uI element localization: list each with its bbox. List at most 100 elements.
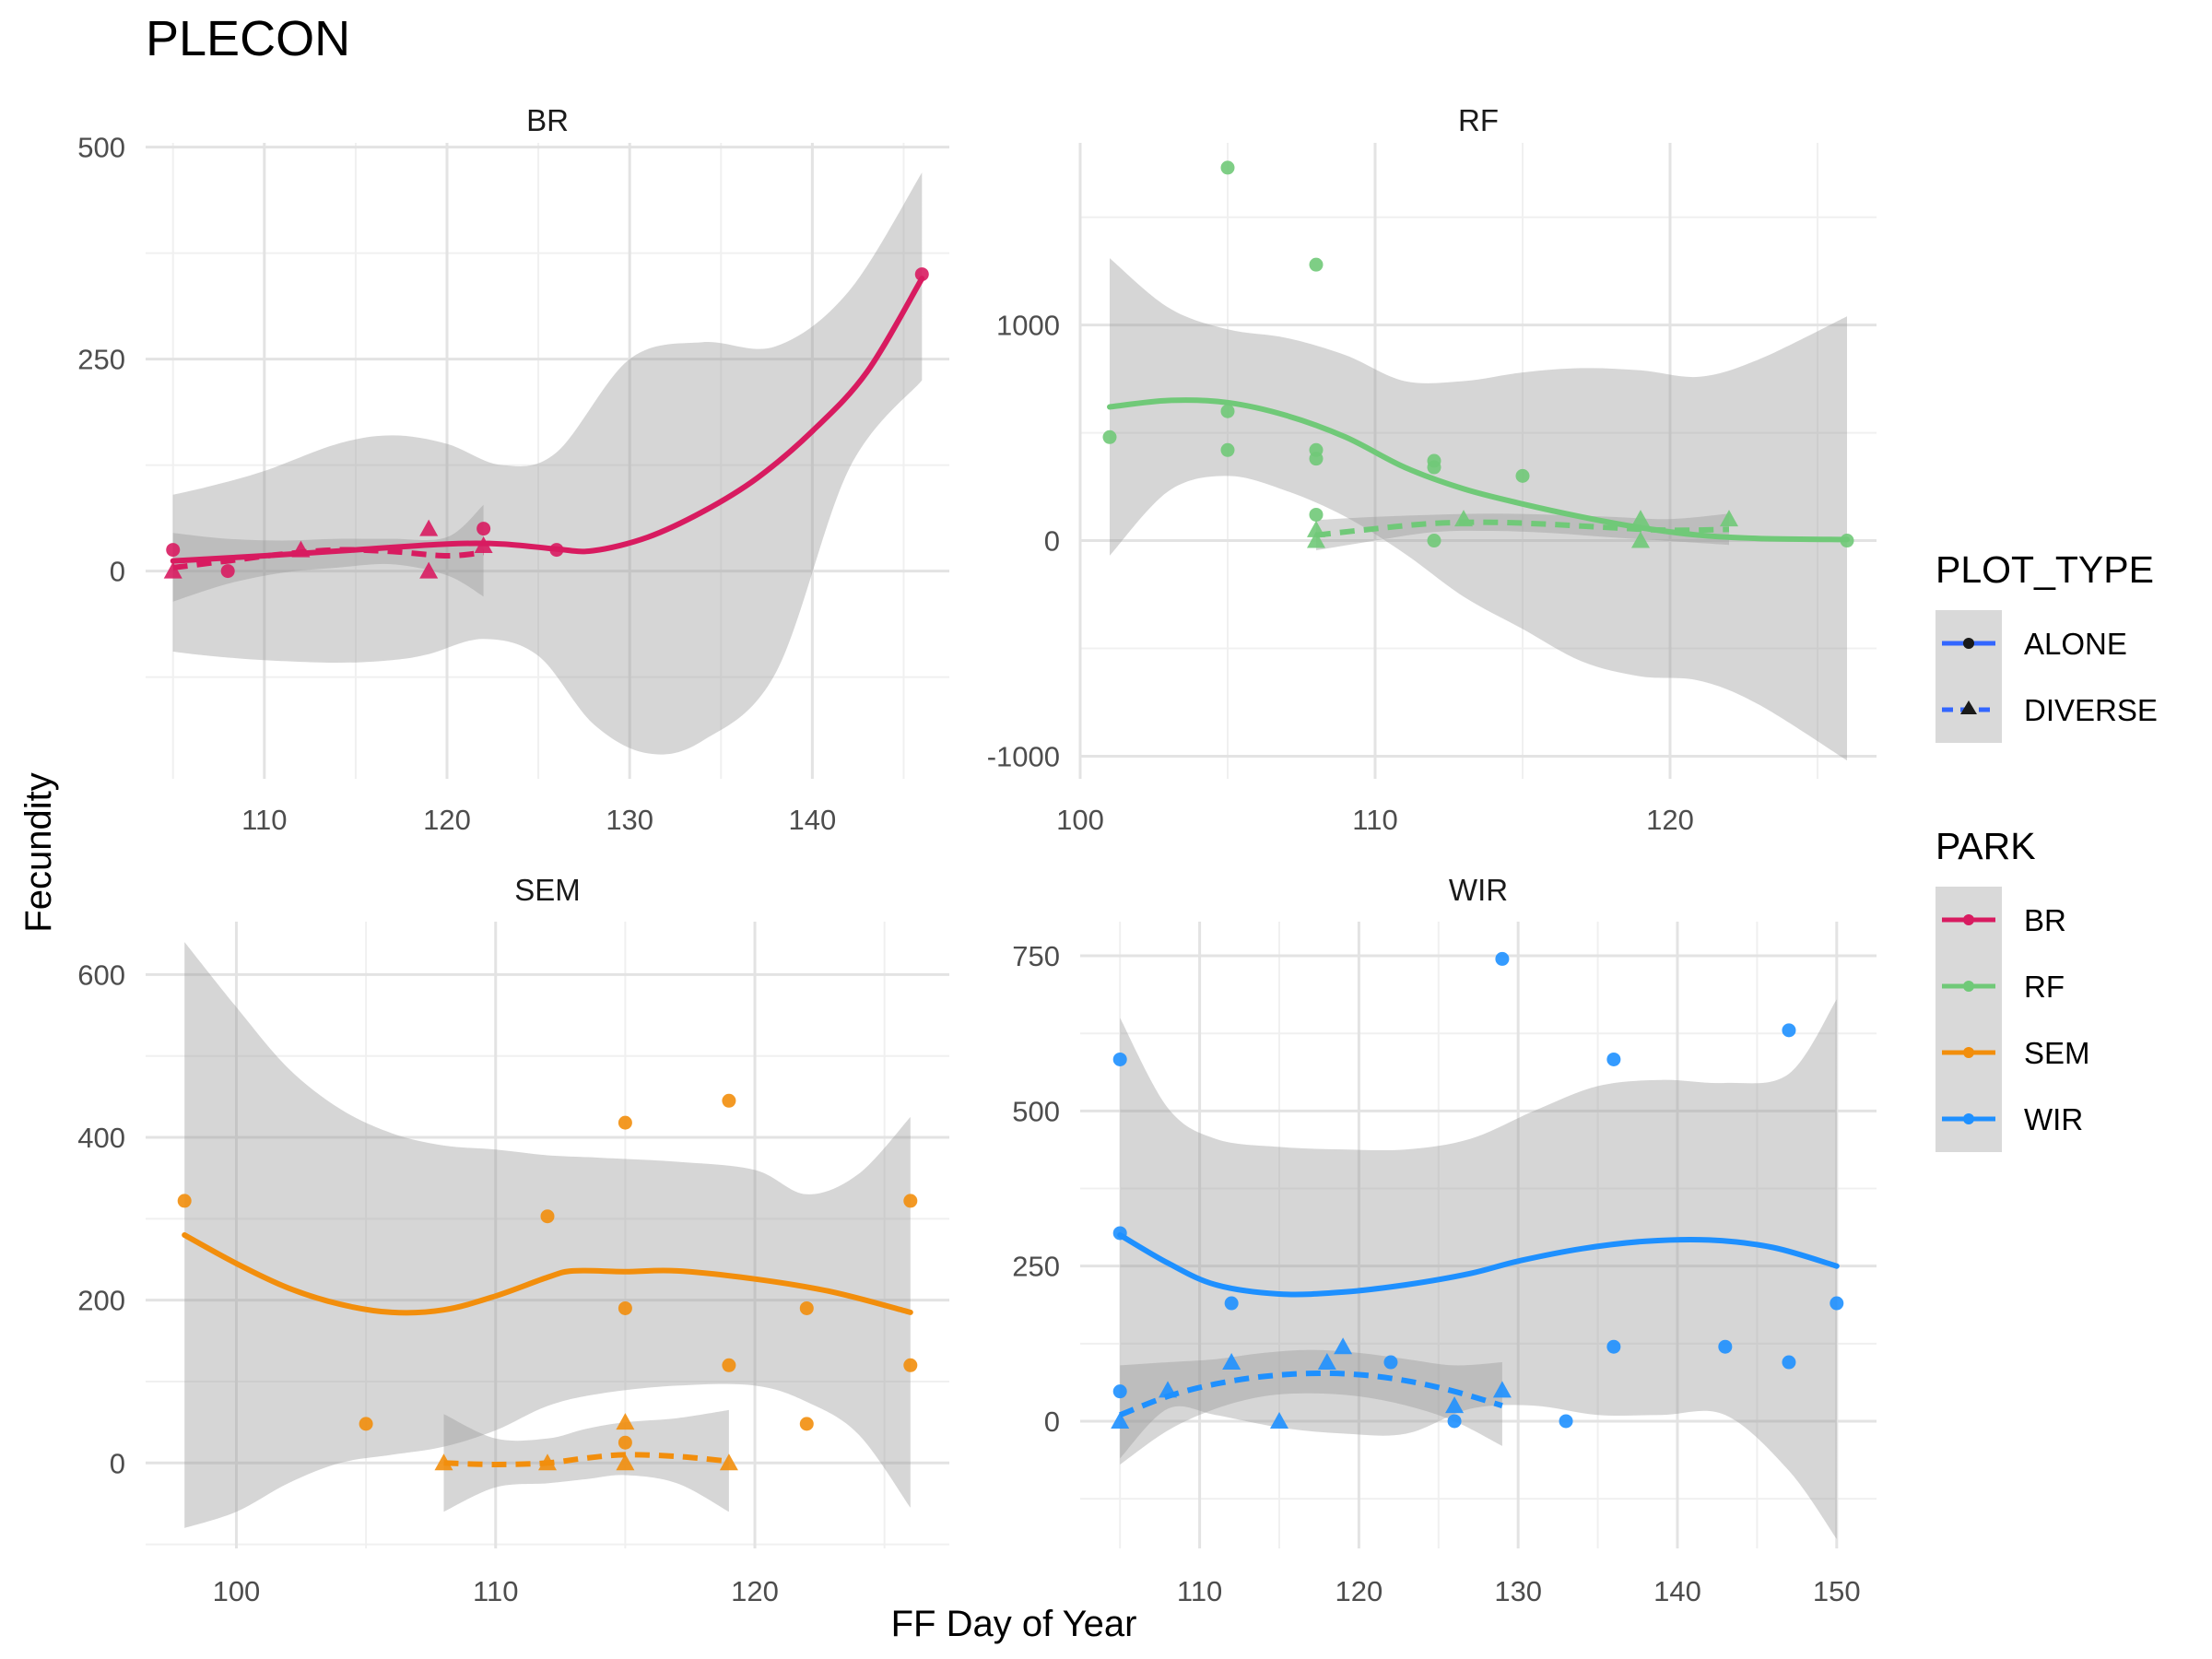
x-tick-label: 120 — [423, 804, 471, 836]
legend-plot-type: PLOT_TYPE ALONE DIVERSE — [1936, 548, 2158, 743]
diverse-data-point — [616, 1453, 635, 1471]
alone-data-point — [1220, 404, 1235, 418]
x-tick-label: 100 — [1056, 804, 1104, 836]
x-tick-label: 120 — [731, 1575, 779, 1607]
legend-plot-type-title: PLOT_TYPE — [1936, 548, 2154, 591]
x-tick-label: 140 — [1653, 1575, 1701, 1607]
x-tick-label: 120 — [1335, 1575, 1383, 1607]
x-tick-label: 150 — [1813, 1575, 1861, 1607]
legend-park: PARK BR RF SEM WIR — [1936, 825, 2090, 1152]
x-tick-label: 100 — [213, 1575, 261, 1607]
x-tick-label: 110 — [1177, 1575, 1222, 1607]
facet-panel-br: BR 110 120 130 140 0 250 500 — [77, 103, 949, 836]
alone-data-point — [1427, 534, 1441, 548]
alone-data-point — [1224, 1296, 1239, 1311]
y-tick-label: 400 — [77, 1122, 125, 1154]
facet-strip-label: SEM — [514, 873, 581, 907]
alone-data-point — [1383, 1355, 1398, 1370]
legend-alone-label: ALONE — [2024, 627, 2127, 661]
facet-panels: BR 110 120 130 140 0 250 500 RF 100 110 120 -1000 0 10… — [77, 103, 1877, 1607]
alone-smooth-line — [1117, 1232, 1840, 1298]
alone-data-point — [1606, 1339, 1621, 1354]
x-tick-label: 110 — [241, 804, 287, 836]
y-tick-label: 750 — [1012, 940, 1060, 972]
facet-strip-label: WIR — [1449, 873, 1508, 907]
facet-panel-rf: RF 100 110 120 -1000 0 1000 — [987, 103, 1877, 836]
legend-diverse-point-key — [1960, 700, 1977, 714]
alone-data-point — [799, 1300, 814, 1315]
y-tick-label: 1000 — [996, 310, 1060, 342]
x-tick-label: 110 — [1352, 804, 1397, 836]
alone-data-point — [166, 543, 181, 558]
alone-data-point — [1447, 1414, 1462, 1429]
y-tick-label: 0 — [1044, 525, 1060, 558]
alone-data-point — [1718, 1339, 1733, 1354]
x-tick-label: 110 — [473, 1575, 518, 1607]
alone-data-point — [1830, 1296, 1844, 1311]
legend-sem-label: SEM — [2024, 1036, 2090, 1070]
diverse-data-point — [1334, 1337, 1353, 1355]
legend-alone-point-key — [1963, 638, 1974, 649]
alone-data-point — [799, 1417, 814, 1431]
alone-data-point — [540, 1209, 555, 1224]
y-tick-label: 500 — [1012, 1095, 1060, 1127]
diverse-smooth-line — [1119, 1370, 1503, 1418]
alone-data-point — [359, 1417, 373, 1431]
alone-data-point — [903, 1194, 918, 1208]
alone-data-point — [722, 1358, 736, 1372]
y-tick-label: 200 — [77, 1285, 125, 1317]
alone-data-point — [1102, 429, 1117, 444]
legend-sem-point-key — [1963, 1047, 1974, 1058]
alone-smooth-line — [182, 1232, 913, 1316]
diverse-data-point — [1317, 1353, 1336, 1371]
x-axis-title: FF Day of Year — [891, 1604, 1137, 1644]
legend-park-title: PARK — [1936, 825, 2036, 867]
alone-data-point — [1427, 460, 1441, 475]
alone-data-point — [618, 1115, 632, 1130]
diverse-smooth-line — [443, 1452, 730, 1468]
alone-data-point — [477, 522, 491, 536]
alone-confidence-band — [184, 942, 911, 1528]
alone-data-point — [1515, 468, 1530, 483]
alone-confidence-band — [172, 172, 923, 755]
y-tick-label: 0 — [110, 1447, 125, 1479]
alone-data-point — [1782, 1355, 1796, 1370]
x-tick-label: 130 — [1494, 1575, 1542, 1607]
alone-data-point — [618, 1435, 632, 1450]
alone-data-point — [1220, 160, 1235, 175]
legend-plot-type-key-background — [1936, 610, 2002, 743]
legend-rf-point-key — [1963, 981, 1974, 992]
diverse-smooth-line — [1315, 519, 1730, 538]
diverse-data-point — [1492, 1381, 1512, 1398]
diverse-data-point — [1631, 510, 1650, 527]
alone-data-point — [1782, 1023, 1796, 1038]
x-tick-label: 140 — [788, 804, 836, 836]
diverse-data-point — [1445, 1396, 1465, 1414]
y-tick-label: 600 — [77, 959, 125, 991]
alone-data-point — [1309, 452, 1324, 466]
y-tick-label: 0 — [110, 556, 125, 588]
diverse-smooth-line — [172, 547, 484, 571]
alone-data-point — [1309, 257, 1324, 272]
alone-data-point — [1112, 1052, 1127, 1066]
diverse-data-point — [419, 561, 439, 579]
x-tick-label: 120 — [1646, 804, 1694, 836]
y-axis-title: Fecundity — [18, 772, 59, 932]
alone-data-point — [722, 1093, 736, 1108]
diverse-data-point — [616, 1413, 635, 1430]
y-tick-label: 250 — [77, 344, 125, 376]
facet-panel-wir: WIR 110 120 130 140 150 0 250 500 750 — [1012, 873, 1877, 1607]
alone-smooth-line — [1107, 397, 1850, 543]
alone-confidence-band — [1110, 258, 1847, 761]
diverse-data-point — [434, 1453, 453, 1471]
alone-data-point — [1606, 1052, 1621, 1066]
alone-data-point — [914, 267, 929, 282]
diverse-data-point — [1222, 1353, 1241, 1371]
y-tick-label: 250 — [1012, 1251, 1060, 1283]
legend-br-point-key — [1963, 914, 1974, 925]
legend-wir-point-key — [1963, 1113, 1974, 1124]
facet-strip-label: RF — [1458, 103, 1499, 137]
alone-data-point — [1309, 507, 1324, 522]
alone-data-point — [618, 1300, 632, 1315]
